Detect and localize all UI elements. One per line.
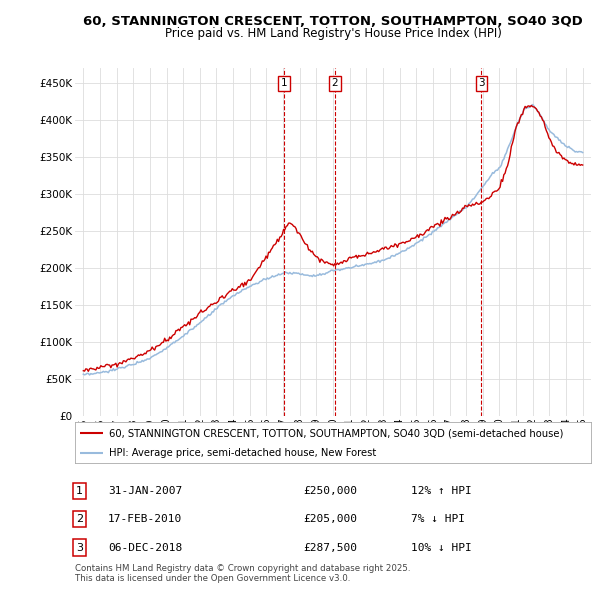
Text: £250,000: £250,000: [303, 486, 357, 496]
Text: £287,500: £287,500: [303, 543, 357, 552]
Text: 2: 2: [332, 78, 338, 88]
Text: 1: 1: [281, 78, 288, 88]
Text: 1: 1: [76, 486, 83, 496]
Text: 17-FEB-2010: 17-FEB-2010: [108, 514, 182, 524]
Text: HPI: Average price, semi-detached house, New Forest: HPI: Average price, semi-detached house,…: [109, 448, 376, 458]
Text: Contains HM Land Registry data © Crown copyright and database right 2025.
This d: Contains HM Land Registry data © Crown c…: [75, 563, 410, 583]
Text: 3: 3: [76, 543, 83, 552]
Text: 7% ↓ HPI: 7% ↓ HPI: [411, 514, 465, 524]
Text: 2: 2: [76, 514, 83, 524]
Text: 60, STANNINGTON CRESCENT, TOTTON, SOUTHAMPTON, SO40 3QD: 60, STANNINGTON CRESCENT, TOTTON, SOUTHA…: [83, 15, 583, 28]
Text: 06-DEC-2018: 06-DEC-2018: [108, 543, 182, 552]
Text: Price paid vs. HM Land Registry's House Price Index (HPI): Price paid vs. HM Land Registry's House …: [164, 27, 502, 40]
Text: £205,000: £205,000: [303, 514, 357, 524]
Text: 12% ↑ HPI: 12% ↑ HPI: [411, 486, 472, 496]
Text: 31-JAN-2007: 31-JAN-2007: [108, 486, 182, 496]
Text: 60, STANNINGTON CRESCENT, TOTTON, SOUTHAMPTON, SO40 3QD (semi-detached house): 60, STANNINGTON CRESCENT, TOTTON, SOUTHA…: [109, 428, 563, 438]
Text: 3: 3: [478, 78, 485, 88]
Text: 10% ↓ HPI: 10% ↓ HPI: [411, 543, 472, 552]
